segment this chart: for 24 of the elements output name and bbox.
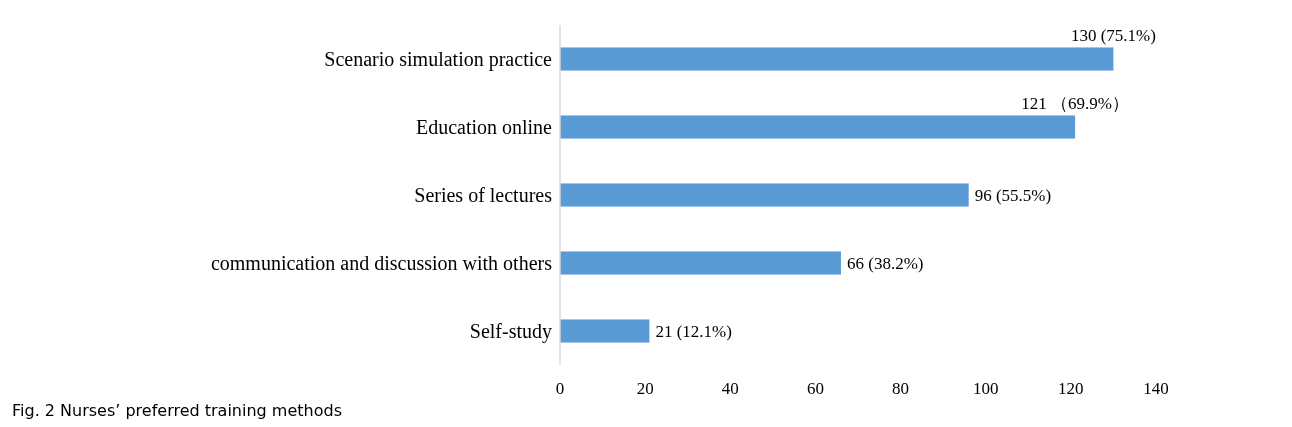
x-tick-label: 20 bbox=[636, 378, 654, 398]
bar bbox=[560, 319, 650, 343]
x-tick-label: 140 bbox=[1143, 378, 1169, 398]
x-tick-label: 40 bbox=[721, 378, 739, 398]
y-tick-label: Scenario simulation practice bbox=[324, 48, 553, 71]
bar bbox=[560, 47, 1114, 71]
bar bbox=[560, 115, 1076, 139]
y-tick-label: communication and discussion with others bbox=[210, 252, 553, 274]
x-tick-label: 0 bbox=[555, 378, 565, 398]
y-tick-label: Self-study bbox=[469, 320, 552, 343]
y-tick-label: Education online bbox=[415, 116, 553, 138]
data-label: 66 (38.2%) bbox=[846, 253, 924, 273]
bar bbox=[560, 183, 969, 207]
x-tick-label: 120 bbox=[1058, 378, 1084, 398]
x-tick-label: 80 bbox=[892, 378, 910, 398]
y-tick-label: Series of lectures bbox=[414, 184, 553, 206]
x-tick-label: 100 bbox=[972, 378, 999, 398]
caption: Fig. 2 Nurses’ preferred training methods bbox=[12, 401, 342, 420]
data-label: 96 (55.5%) bbox=[974, 185, 1052, 205]
x-tick-label: 60 bbox=[806, 378, 824, 398]
data-label: 21 (12.1%) bbox=[655, 321, 732, 341]
bar bbox=[560, 251, 841, 275]
data-label: 130 (75.1%) bbox=[1070, 26, 1156, 46]
data-label: 121 （69.9%） bbox=[1021, 94, 1129, 114]
